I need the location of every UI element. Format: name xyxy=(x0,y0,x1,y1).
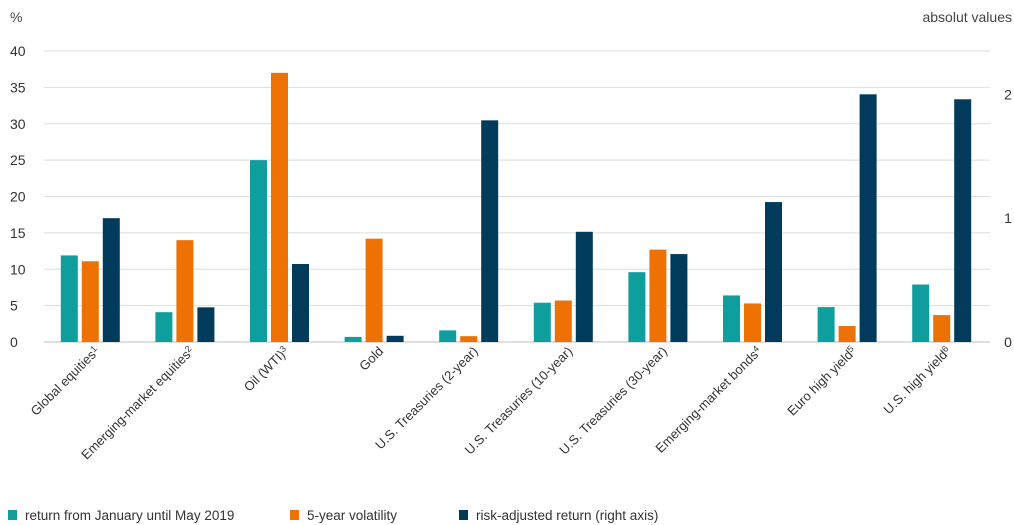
left-tick-label: 20 xyxy=(10,189,26,205)
bar xyxy=(933,315,951,342)
category-label: Emerging-market bonds4 xyxy=(652,344,764,456)
bar xyxy=(954,99,972,343)
bar xyxy=(344,336,362,342)
bar xyxy=(723,295,740,342)
category-label: U.S. Treasuries (2-year) xyxy=(372,344,481,453)
bar xyxy=(60,255,78,342)
bar xyxy=(628,272,646,342)
bar xyxy=(102,218,120,342)
category-label: Emerging-market equities2 xyxy=(78,344,197,463)
category-label: U.S. Treasuries (30-year) xyxy=(556,344,670,458)
left-tick-label: 5 xyxy=(10,298,18,314)
bar xyxy=(292,263,309,342)
bar xyxy=(533,302,551,342)
gridlines xyxy=(44,50,990,343)
bar xyxy=(386,335,404,342)
left-tick-label: 15 xyxy=(10,225,26,241)
bar xyxy=(649,249,667,342)
left-tick-label: 40 xyxy=(10,43,26,59)
category-footnote: 2 xyxy=(183,344,194,355)
left-tick-label: 25 xyxy=(10,152,26,168)
right-axis-ticks: 0 1 2 xyxy=(1004,86,1012,350)
legend-label: risk-adjusted return (right axis) xyxy=(476,508,658,523)
legend-label: 5-year volatility xyxy=(307,508,397,523)
bar xyxy=(575,231,593,342)
left-axis-unit: % xyxy=(10,9,22,25)
category-label: U.S. Treasuries (10-year) xyxy=(462,344,576,458)
bar xyxy=(838,325,856,342)
category-footnote: 6 xyxy=(940,344,951,355)
category-label: Euro high yield5 xyxy=(784,344,859,419)
category-footnote: 1 xyxy=(88,344,99,355)
right-tick-label: 1 xyxy=(1004,210,1012,226)
category-footnote: 4 xyxy=(750,344,761,355)
right-tick-label: 0 xyxy=(1004,334,1012,350)
bar xyxy=(817,307,835,342)
category-label-text: U.S. Treasuries (2-year) xyxy=(372,344,481,453)
legend-label: return from January until May 2019 xyxy=(25,508,234,523)
bar xyxy=(859,94,877,342)
left-tick-label: 10 xyxy=(10,261,26,277)
category-label-text: U.S. high yield xyxy=(880,347,950,417)
category-label-text: Emerging-market equities xyxy=(78,347,194,463)
bar xyxy=(912,284,930,342)
category-label: Gold xyxy=(356,344,386,374)
bar xyxy=(554,300,572,342)
legend-swatch xyxy=(459,510,468,520)
category-label-text: Global equities xyxy=(27,347,99,419)
bar xyxy=(81,261,99,342)
legend-swatch xyxy=(8,510,17,520)
legend: return from January until May 2019 5-year… xyxy=(8,508,658,523)
category-label-text: Emerging-market bonds xyxy=(652,347,761,456)
left-tick-label: 35 xyxy=(10,79,26,95)
bar xyxy=(481,120,499,342)
category-label: Global equities1 xyxy=(27,344,102,419)
bar xyxy=(271,72,288,342)
right-axis-unit: absolut values xyxy=(922,9,1012,25)
bar xyxy=(365,238,383,342)
category-label-text: Oil (WTI) xyxy=(241,347,288,394)
category-label-text: U.S. Treasuries (10-year) xyxy=(462,344,576,458)
category-label-text: Gold xyxy=(356,344,386,374)
bars xyxy=(60,72,972,343)
category-label-text: Euro high yield xyxy=(784,347,855,418)
category-label-text: U.S. Treasuries (30-year) xyxy=(556,344,670,458)
bar xyxy=(744,303,761,342)
category-footnote: 3 xyxy=(277,344,288,355)
left-tick-label: 30 xyxy=(10,116,26,132)
category-footnote: 5 xyxy=(845,344,856,355)
right-tick-label: 2 xyxy=(1004,86,1012,102)
legend-swatch xyxy=(290,510,299,520)
left-axis-ticks: 0 5 10 15 20 25 30 35 40 xyxy=(10,43,26,350)
bar xyxy=(439,330,457,342)
bar xyxy=(765,202,782,342)
bar xyxy=(250,160,267,342)
bar xyxy=(155,312,173,342)
category-label: Oil (WTI)3 xyxy=(241,344,292,395)
left-tick-label: 0 xyxy=(10,334,18,350)
bar xyxy=(176,240,194,342)
category-label: U.S. high yield6 xyxy=(880,344,953,417)
bar xyxy=(197,307,215,342)
bar xyxy=(670,254,688,342)
bar xyxy=(460,336,478,342)
